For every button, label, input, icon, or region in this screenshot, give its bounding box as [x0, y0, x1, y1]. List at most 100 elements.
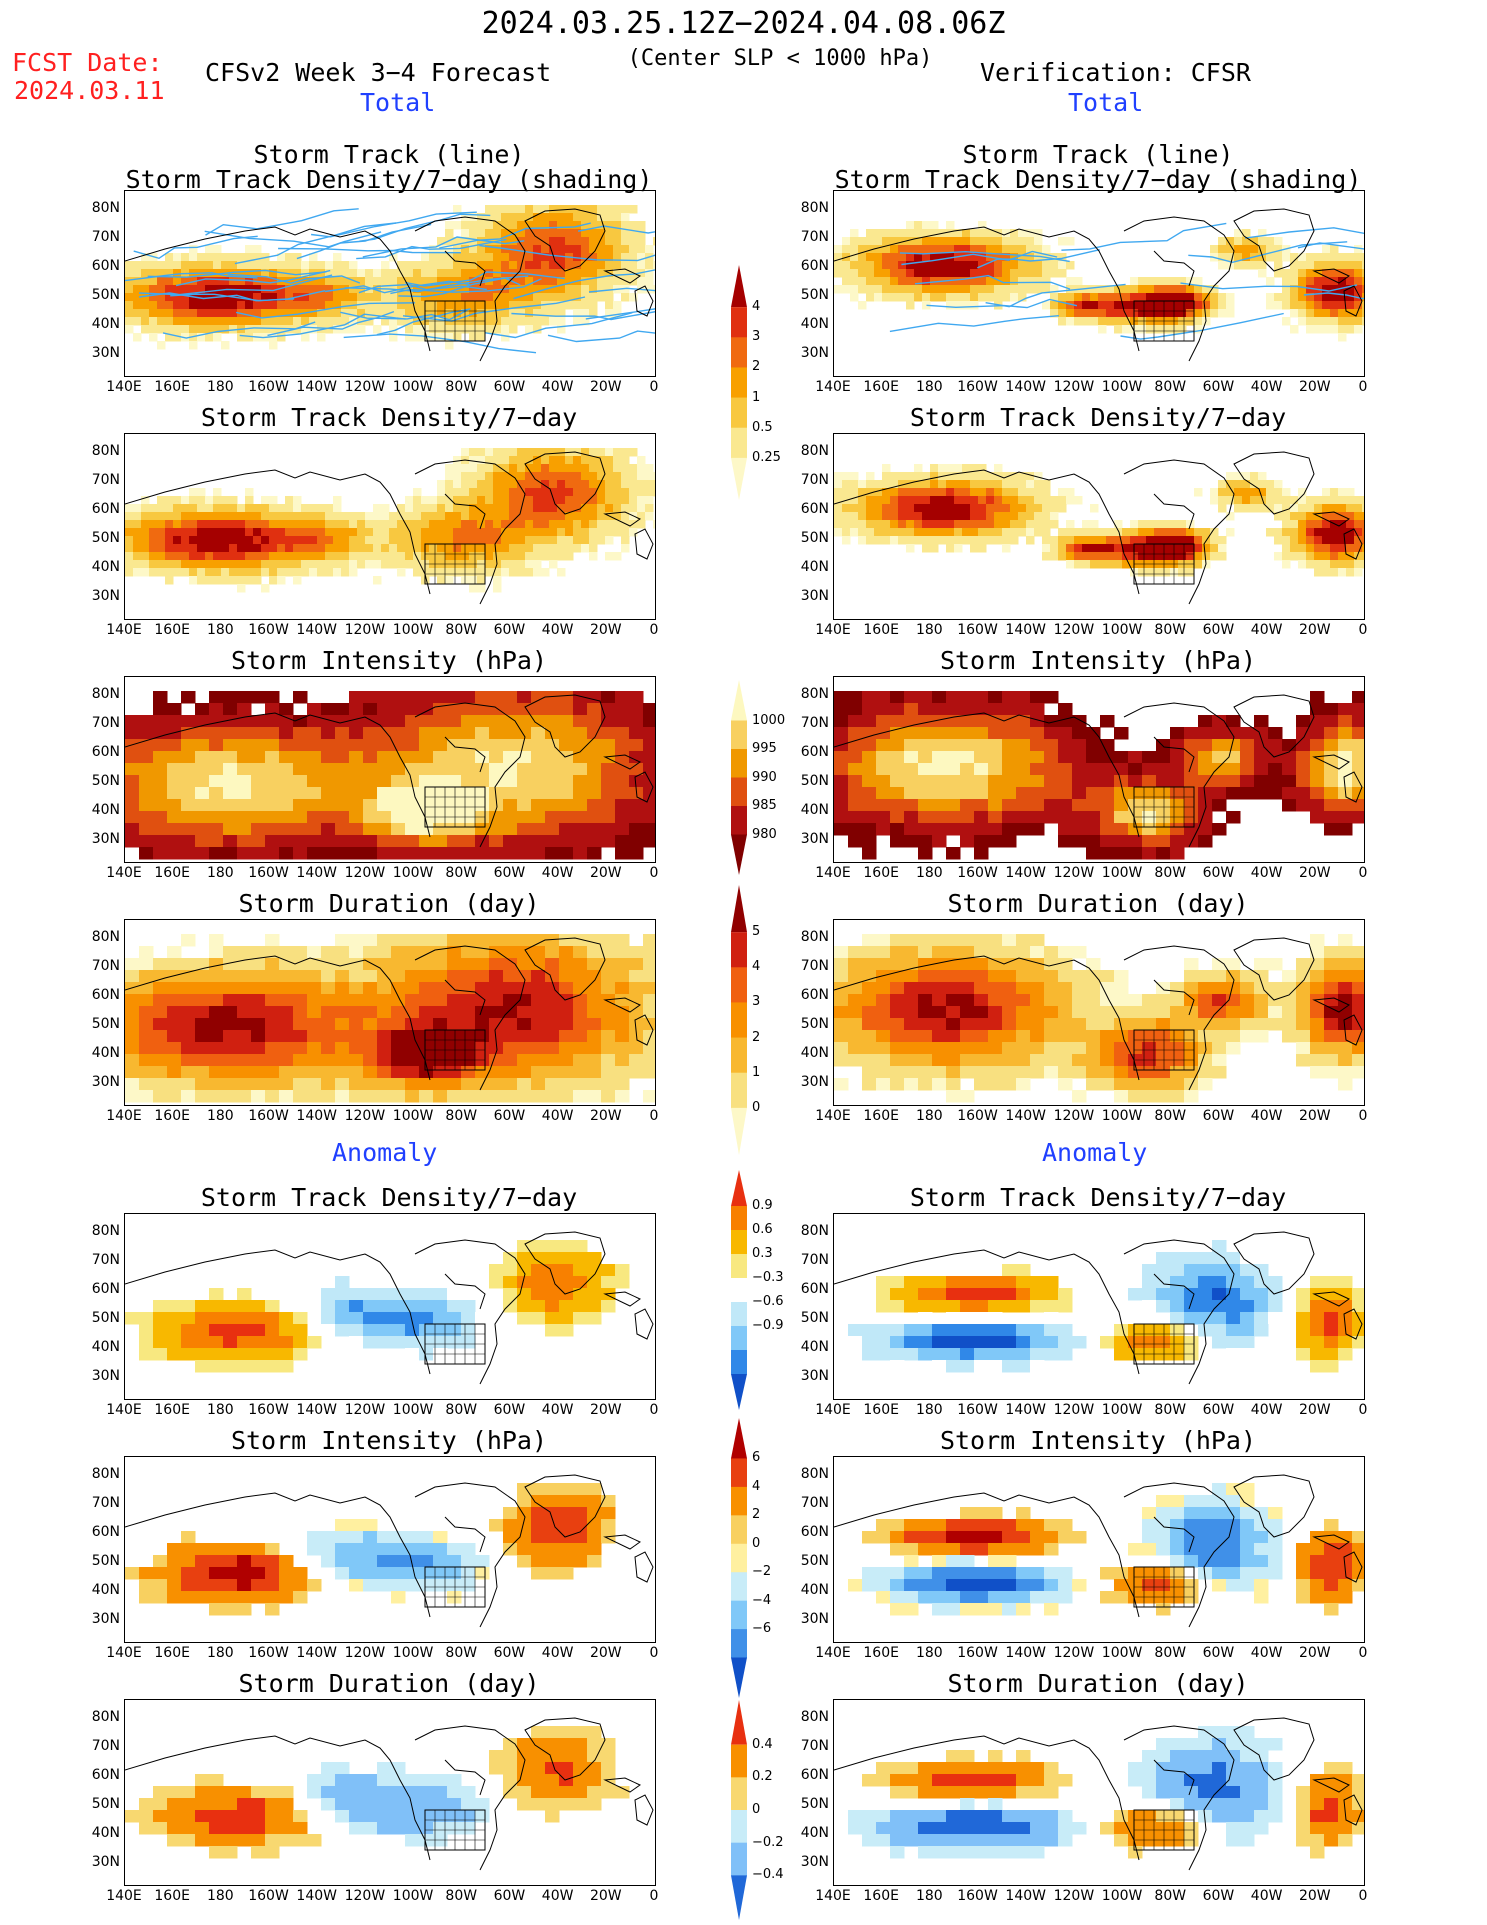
grid-cell: [1170, 847, 1185, 860]
grid-cell: [325, 512, 334, 521]
grid-cell: [573, 811, 588, 824]
grid-cell: [601, 1006, 616, 1019]
grid-cell: [419, 1066, 434, 1079]
grid-cell: [493, 504, 502, 513]
grid-cell: [946, 269, 955, 278]
grid-cell: [293, 1018, 308, 1031]
grid-cell: [906, 536, 915, 545]
grid-cell: [1098, 325, 1107, 334]
grid-cell: [445, 496, 454, 505]
grid-cell: [153, 787, 168, 800]
grid-cell: [541, 488, 550, 497]
grid-cell: [141, 552, 150, 561]
grid-cell: [405, 1090, 420, 1103]
grid-cell: [413, 277, 422, 286]
grid-cell: [587, 1054, 602, 1067]
grid-cell: [373, 293, 382, 302]
grid-cell: [962, 512, 971, 521]
grid-cell: [517, 1030, 532, 1043]
grid-cell: [1058, 504, 1067, 513]
grid-cell: [1114, 847, 1129, 860]
grid-cell: [341, 568, 350, 577]
grid-cell: [1090, 560, 1099, 569]
x-tick-label: 40W: [1250, 1108, 1283, 1124]
grid-cell: [1362, 293, 1364, 302]
grid-cell: [237, 799, 252, 812]
grid-cell: [573, 1252, 588, 1265]
grid-cell: [209, 1030, 224, 1043]
grid-cell: [1274, 237, 1283, 246]
grid-cell: [531, 946, 546, 959]
grid-cell: [874, 528, 883, 537]
grid-cell: [363, 1006, 378, 1019]
grid-cell: [1050, 520, 1059, 529]
grid-cell: [195, 811, 210, 824]
grid-cell: [173, 568, 182, 577]
grid-cell: [932, 994, 947, 1007]
grid-cell: [181, 982, 196, 995]
grid-cell: [509, 488, 518, 497]
grid-cell: [970, 237, 979, 246]
grid-cell: [848, 763, 863, 776]
grid-cell: [1310, 946, 1325, 959]
grid-cell: [341, 552, 350, 561]
grid-cell: [485, 221, 494, 230]
grid-cell: [333, 560, 342, 569]
grid-cell: [205, 245, 214, 254]
grid-cell: [978, 269, 987, 278]
grid-cell: [475, 787, 490, 800]
grid-cell: [445, 504, 454, 513]
grid-cell: [834, 715, 849, 728]
grid-cell: [223, 1054, 238, 1067]
grid-cell: [485, 293, 494, 302]
grid-cell: [1086, 787, 1101, 800]
grid-cell: [279, 958, 294, 971]
grid-cell: [223, 958, 238, 971]
grid-cell: [890, 293, 899, 302]
grid-cell: [1290, 253, 1299, 262]
grid-cell: [139, 1090, 154, 1103]
grid-cell: [477, 456, 486, 465]
grid-cell: [874, 520, 883, 529]
grid-cell: [165, 333, 174, 342]
grid-cell: [433, 934, 448, 947]
grid-cell: [1282, 763, 1297, 776]
grid-cell: [325, 261, 334, 270]
grid-cell: [978, 488, 987, 497]
grid-cell: [988, 946, 1003, 959]
grid-cell: [517, 1042, 532, 1055]
grid-cell: [1146, 277, 1155, 286]
grid-cell: [265, 946, 280, 959]
grid-cell: [918, 823, 933, 836]
grid-cell: [469, 472, 478, 481]
grid-cell: [629, 958, 644, 971]
grid-cell: [974, 799, 989, 812]
grid-cell: [223, 751, 238, 764]
grid-cell: [517, 1054, 532, 1067]
grid-cell: [848, 787, 863, 800]
grid-cell: [876, 1066, 891, 1079]
grid-cell: [1114, 1018, 1129, 1031]
grid-cell: [1156, 1018, 1171, 1031]
grid-cell: [565, 277, 574, 286]
grid-cell: [1100, 1018, 1115, 1031]
grid-cell: [1266, 504, 1275, 513]
grid-cell: [629, 1042, 644, 1055]
grid-cell: [974, 835, 989, 848]
grid-cell: [209, 1054, 224, 1067]
grid-cell: [848, 994, 863, 1007]
grid-cell: [421, 528, 430, 537]
grid-cell: [1072, 1030, 1087, 1043]
grid-cell: [279, 1006, 294, 1019]
grid-cell: [601, 763, 616, 776]
grid-cell: [1082, 317, 1091, 326]
grid-cell: [1254, 763, 1269, 776]
grid-cell: [293, 496, 302, 505]
grid-cell: [223, 835, 238, 848]
grid-cell: [293, 1006, 308, 1019]
grid-cell: [349, 568, 358, 577]
grid-cell: [533, 205, 542, 214]
grid-cell: [493, 552, 502, 561]
grid-cell: [321, 1300, 336, 1313]
grid-cell: [1310, 1006, 1325, 1019]
